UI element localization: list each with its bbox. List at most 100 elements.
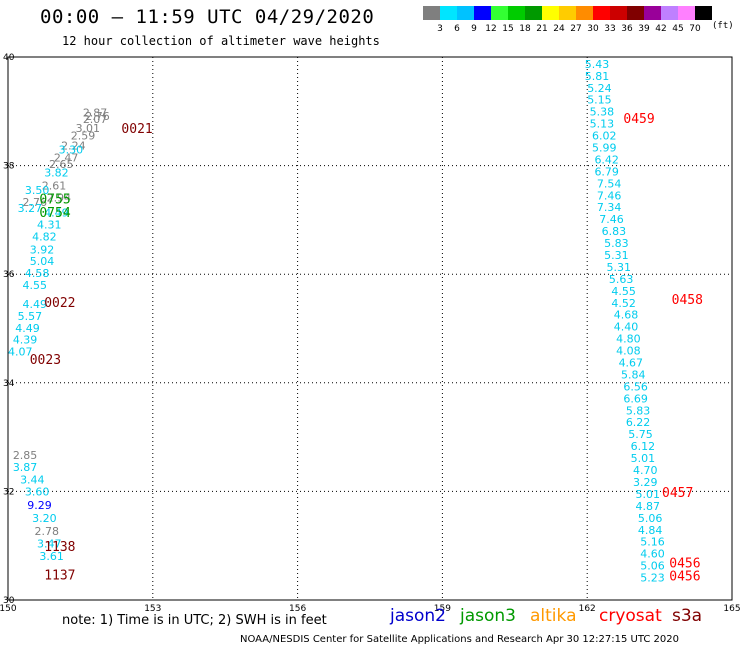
x-tick-label: 159 [434, 604, 451, 614]
swh-data-point: 3.60 [25, 486, 50, 499]
pass-time-label: 0021 [121, 122, 152, 137]
swh-data-point: 4.07 [8, 346, 33, 359]
pass-time-label: 0022 [44, 296, 75, 311]
color-scale-swatch [559, 6, 576, 20]
color-scale-swatch [474, 6, 491, 20]
swh-data-point: 5.01 [631, 452, 656, 465]
plot-frame [7, 56, 733, 601]
color-scale-swatch [508, 6, 525, 20]
y-tick-label: 40 [3, 53, 15, 63]
y-tick-label: 38 [3, 162, 15, 172]
swh-data-point: 2.65 [49, 158, 74, 171]
color-scale-label: 70 [689, 24, 701, 34]
swh-data-point: 4.49 [44, 207, 68, 220]
chart-title: 00:00 – 11:59 UTC 04/29/2020 [40, 6, 375, 28]
swh-data-point: 5.83 [604, 237, 629, 250]
color-scale-label: 33 [604, 24, 615, 34]
color-scale-swatch [610, 6, 627, 20]
axis-tick-labels: 150 153 156 159 162 165 40 38 36 34 32 30 [0, 53, 740, 614]
swh-data-point: 5.83 [626, 404, 651, 417]
units-note: note: 1) Time is in UTC; 2) SWH is in fe… [62, 613, 327, 628]
color-scale-swatch [644, 6, 661, 20]
color-scale-swatch [695, 6, 712, 20]
swh-data-point: 7.34 [597, 201, 622, 214]
swh-data-point: 2.76 [22, 196, 47, 209]
swh-data-point: 4.39 [13, 334, 38, 347]
pass-time-label: 0457 [662, 486, 693, 501]
color-scale-label: 30 [587, 24, 599, 34]
swh-data-point: 6.79 [594, 165, 619, 178]
swh-data-point: 5.81 [585, 70, 610, 83]
satellite-legend-s3a: s3a [672, 606, 703, 626]
color-scale-swatch [627, 6, 644, 20]
x-tick-label: 165 [723, 604, 740, 614]
swh-data-point: 5.04 [30, 255, 55, 268]
swh-data-point: 3.50 [25, 184, 50, 197]
swh-data-point: 5.01 [635, 488, 660, 501]
x-tick-label: 153 [144, 604, 161, 614]
swh-data-point: 6.22 [626, 416, 651, 429]
swh-data-point: 6.83 [602, 225, 627, 238]
swh-data-point: 5.31 [607, 261, 632, 274]
swh-data-point: 4.84 [638, 524, 663, 537]
satellite-legend-jason2: jason2 [390, 606, 446, 626]
swh-data-point: 7.46 [599, 213, 624, 226]
color-scale-bar: 3 6 9 12 15 18 21 24 27 30 33 36 39 42 45 70 [423, 6, 712, 34]
swh-data-point: 6.69 [623, 392, 648, 405]
color-scale-swatch [423, 6, 440, 20]
color-scale-label: 21 [536, 24, 547, 34]
swh-data-point: 3.92 [30, 244, 55, 257]
pass-time-label: 0456 [669, 556, 700, 571]
swh-data-point: 5.75 [628, 428, 653, 441]
swh-data-point: 4.31 [37, 219, 62, 232]
swh-data-point: 5.06 [638, 512, 663, 525]
color-scale-swatch [593, 6, 610, 20]
pass-time-label: 0458 [672, 293, 703, 308]
swh-data-point: 3.47 [37, 537, 62, 550]
satellite-legend-cryosat: cryosat [599, 606, 662, 626]
swh-data-point: 3.61 [39, 550, 64, 563]
y-tick-label: 30 [3, 596, 15, 606]
color-scale-label: 15 [502, 24, 513, 34]
swh-data-point: 4.58 [25, 267, 50, 280]
color-scale-label: 18 [519, 24, 531, 34]
swh-data-point: 5.24 [587, 82, 612, 95]
pass-time-label: 0755 [39, 193, 70, 208]
footer-credit: NOAA/NESDIS Center for Satellite Applica… [240, 634, 679, 645]
color-scale-label: 3 [437, 24, 443, 34]
color-scale-swatch [661, 6, 678, 20]
swh-data-point: 3.44 [20, 473, 45, 486]
swh-data-point: 5.84 [621, 368, 646, 381]
satellite-legend-altika: altika [530, 606, 577, 626]
swh-data-point: 5.63 [609, 273, 634, 286]
swh-data-point: 5.43 [585, 58, 610, 71]
swh-data-point: 5.15 [587, 94, 612, 107]
swh-data-point: 3.20 [32, 512, 57, 525]
color-scale-label: 9 [471, 24, 477, 34]
swh-data-point: 5.31 [604, 249, 629, 262]
swh-data-point: 4.40 [614, 321, 639, 334]
swh-data-point: 4.68 [614, 309, 639, 322]
swh-data-point: 2.61 [42, 179, 67, 192]
swh-data-point: 5.99 [592, 141, 617, 154]
swh-points: 2.872.762.073.012.592.243.302.472.653.82… [8, 58, 665, 585]
satellite-legend-jason3: jason3 [460, 606, 516, 626]
swh-data-point: 4.67 [619, 357, 644, 370]
swh-data-point: 6.12 [631, 440, 656, 453]
x-tick-label: 162 [579, 604, 596, 614]
swh-data-point: 7.54 [597, 177, 622, 190]
grid-lines [8, 57, 732, 600]
swh-data-point: 4.52 [611, 297, 636, 310]
color-scale-swatch [576, 6, 593, 20]
color-scale-swatch [440, 6, 457, 20]
swh-data-point: 2.76 [85, 110, 110, 123]
color-scale-unit: (ft) [712, 21, 734, 31]
pass-time-label: 0456 [669, 569, 700, 584]
swh-data-point: 6.42 [594, 153, 619, 166]
swh-data-point: 2.87 [83, 107, 108, 120]
color-scale-label: 45 [672, 24, 683, 34]
swh-data-point: 2.07 [83, 113, 108, 126]
swh-data-point: 2.78 [35, 525, 60, 538]
